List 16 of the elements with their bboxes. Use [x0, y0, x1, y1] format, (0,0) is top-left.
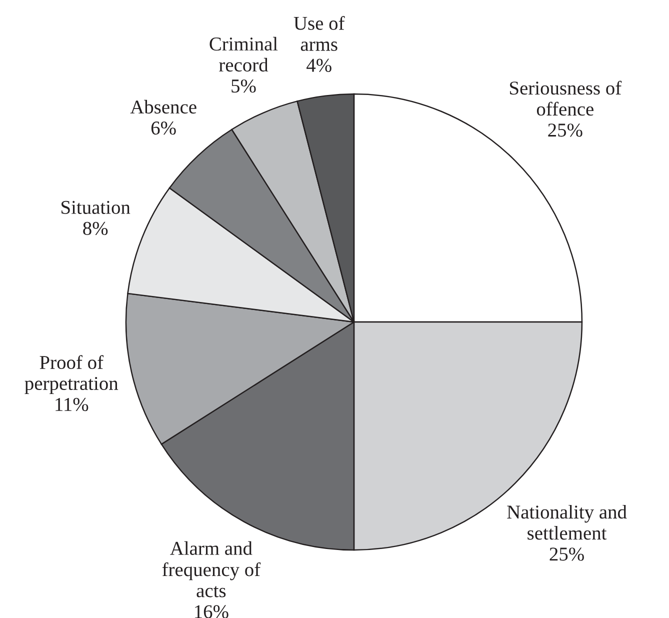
data-label: 16% — [195, 605, 228, 618]
data-label: 8% — [83, 222, 108, 236]
slice-label: Criminal record — [210, 36, 278, 72]
data-label: 6% — [151, 121, 176, 135]
data-label: 25% — [548, 124, 582, 137]
slice-label: Absence — [130, 100, 196, 114]
slice-label: Seriousness of offence — [510, 80, 622, 116]
slice-label: Use of arms — [294, 16, 345, 51]
slice-label: Alarm and frequency of acts — [162, 541, 261, 598]
slice-label: Nationality and settlement — [507, 504, 627, 540]
data-label: 11% — [56, 398, 88, 412]
data-label: 4% — [306, 58, 332, 72]
data-label: 5% — [232, 79, 256, 93]
slice-label: Situation — [62, 200, 130, 214]
slice-label: Proof of perpetration — [24, 355, 118, 394]
data-label: 25% — [550, 548, 584, 561]
